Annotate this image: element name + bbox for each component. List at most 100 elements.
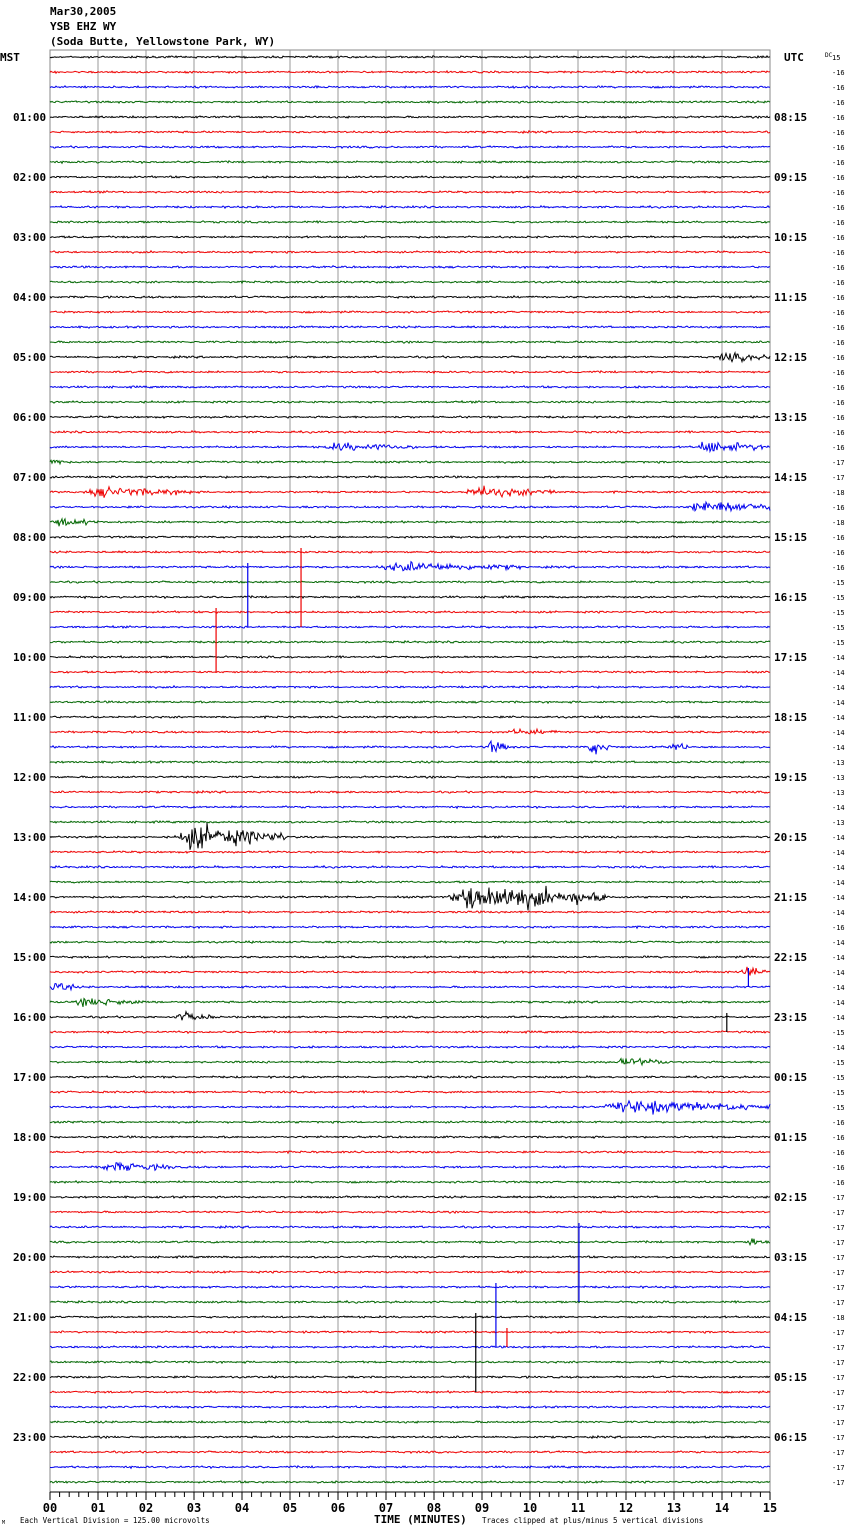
trace-26 <box>49 441 771 454</box>
trace-1 <box>49 69 771 75</box>
dc-value-41: -14 <box>832 669 845 677</box>
x-tick-label-11: 11 <box>571 1501 585 1515</box>
traces <box>49 54 771 1484</box>
trace-23 <box>49 399 771 404</box>
trace-95 <box>49 1480 771 1484</box>
dc-value-58: -16 <box>832 924 845 932</box>
dc-value-90: -17 <box>832 1404 845 1412</box>
trace-82 <box>49 1284 771 1290</box>
trace-34 <box>49 560 771 572</box>
trace-39 <box>50 639 771 645</box>
trace-19 <box>49 340 771 345</box>
utc-label-17: 01:15 <box>774 1131 807 1144</box>
trace-83 <box>49 1299 771 1304</box>
dc-value-53: -14 <box>832 849 845 857</box>
corner-mark: M <box>2 1520 5 1526</box>
time-labels: 15 -16 -16 -16 -16 -16 -16 -16 -16 -16 -16 -16 -16 -1… <box>13 54 845 1487</box>
x-tick-label-01: 01 <box>91 1501 105 1515</box>
location-label: (Soda Butte, Yellowstone Park, WY) <box>50 35 275 48</box>
trace-50 <box>49 805 771 810</box>
x-tick-label-15: 15 <box>763 1501 777 1515</box>
x-tick-label-08: 08 <box>427 1501 441 1515</box>
trace-20 <box>49 351 771 364</box>
dc-value-65: -15 <box>832 1029 845 1037</box>
mst-label-5: 06:00 <box>13 411 46 424</box>
mst-label-17: 18:00 <box>13 1131 46 1144</box>
dc-value-74: -16 <box>832 1164 845 1172</box>
trace-91 <box>49 1420 771 1424</box>
trace-46 <box>50 739 771 755</box>
dc-value-16: -16 <box>832 294 845 302</box>
time-axis: 00 01 02 03 04 05 06 07 08 09 10 11 12 13 14 15 <box>43 1491 777 1515</box>
trace-57 <box>49 910 771 915</box>
dc-value-40: -14 <box>832 654 845 662</box>
dc-value-20: -16 <box>832 354 845 362</box>
x-tick-label-06: 06 <box>331 1501 345 1515</box>
dc-value-28: -17 <box>832 474 845 482</box>
dc-value-5: -16 <box>832 129 845 137</box>
trace-29 <box>49 485 771 499</box>
dc-value-51: -13 <box>832 819 845 827</box>
trace-55 <box>49 880 771 884</box>
dc-value-44: -14 <box>832 714 845 722</box>
trace-44 <box>49 715 771 720</box>
x-tick-label-03: 03 <box>187 1501 201 1515</box>
mst-label-12: 13:00 <box>13 831 46 844</box>
x-tick-label-09: 09 <box>475 1501 489 1515</box>
trace-60 <box>49 954 771 960</box>
trace-73 <box>49 1150 771 1155</box>
utc-label-7: 15:15 <box>774 531 807 544</box>
x-tick-label-00: 00 <box>43 1501 57 1515</box>
dc-value-77: -17 <box>832 1209 845 1217</box>
dc-value-8: -16 <box>832 174 845 182</box>
trace-64 <box>49 1010 771 1021</box>
trace-35 <box>49 580 771 585</box>
trace-89 <box>49 1389 771 1395</box>
trace-32 <box>49 535 771 539</box>
dc-value-10: -16 <box>832 204 845 212</box>
dc-value-86: -17 <box>832 1344 845 1352</box>
trace-52 <box>49 822 771 850</box>
trace-79 <box>49 1238 771 1247</box>
dc-value-61: -14 <box>832 969 845 977</box>
utc-label-1: 09:15 <box>774 171 807 184</box>
mst-label-0: 01:00 <box>13 111 46 124</box>
dc-value-91: -17 <box>832 1419 845 1427</box>
dc-value-43: -14 <box>832 699 845 707</box>
dc-value-24: -16 <box>832 414 845 422</box>
trace-56 <box>50 885 771 911</box>
dc-value-4: -16 <box>832 114 845 122</box>
trace-38 <box>49 624 771 629</box>
dc-value-52: -14 <box>832 834 845 842</box>
trace-63 <box>49 997 771 1008</box>
mst-label-16: 17:00 <box>13 1071 46 1084</box>
utc-label-13: 21:15 <box>774 891 807 904</box>
dc-value-37: -15 <box>832 609 845 617</box>
trace-74 <box>49 1161 771 1172</box>
trace-61 <box>49 966 771 976</box>
mst-label-3: 04:00 <box>13 291 46 304</box>
dc-value-33: -16 <box>832 549 845 557</box>
mst-label-13: 14:00 <box>13 891 46 904</box>
trace-81 <box>49 1269 770 1274</box>
utc-label-2: 10:15 <box>774 231 807 244</box>
trace-30 <box>49 500 771 513</box>
trace-92 <box>49 1434 771 1440</box>
footer-clip-note: Traces clipped at plus/minus 5 vertical … <box>482 1516 703 1525</box>
dc-value-14: -16 <box>832 264 845 272</box>
trace-48 <box>49 775 771 780</box>
dc-value-48: -13 <box>832 774 845 782</box>
dc-value-38: -15 <box>832 624 845 632</box>
utc-label-0: 08:15 <box>774 111 807 124</box>
dc-value-81: -17 <box>832 1269 845 1277</box>
dc-value-36: -15 <box>832 594 845 602</box>
dc-value-85: -17 <box>832 1329 845 1337</box>
utc-label-21: 05:15 <box>774 1371 807 1384</box>
dc-value-62: -14 <box>832 984 845 992</box>
dc-value-34: -16 <box>832 564 845 572</box>
dc-value-73: -16 <box>832 1149 845 1157</box>
trace-42 <box>49 684 771 690</box>
trace-36 <box>49 595 771 600</box>
dc-value-83: -17 <box>832 1299 845 1307</box>
